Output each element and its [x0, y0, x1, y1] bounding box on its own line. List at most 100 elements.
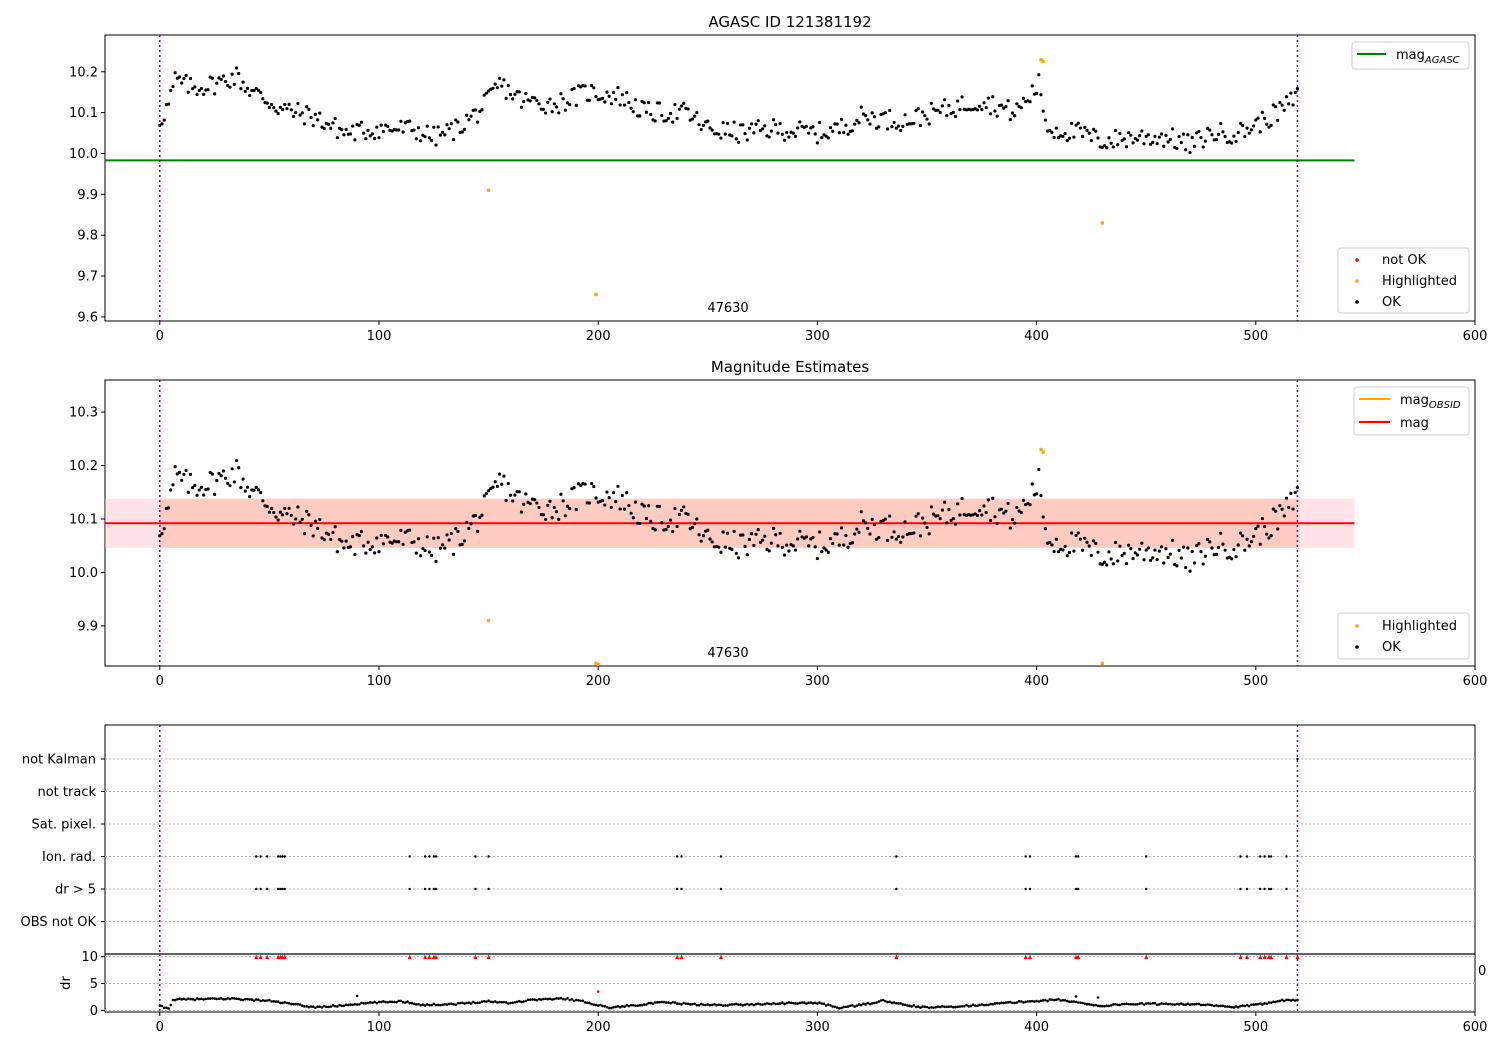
dr-point: [750, 1002, 753, 1006]
dr-point: [715, 1003, 718, 1007]
dr-point: [1173, 1003, 1176, 1006]
x-tick-label: 600: [1463, 674, 1488, 689]
flag-event-point: [675, 855, 679, 858]
dr-point: [596, 1004, 600, 1007]
dr-outlier-point: [355, 994, 359, 998]
dr-point: [1285, 998, 1288, 1002]
dr-point: [1057, 997, 1060, 1001]
dr-point: [1138, 1002, 1141, 1005]
ok-point: [362, 131, 366, 135]
ok-point: [445, 123, 449, 127]
ok-point: [274, 515, 278, 519]
ok-point: [1252, 534, 1256, 538]
ok-point: [682, 505, 686, 509]
dr-point: [741, 1004, 745, 1007]
ok-point: [401, 130, 405, 134]
ok-point: [180, 478, 184, 482]
ok-point: [883, 517, 887, 521]
dr-point: [1219, 1004, 1223, 1008]
dr-point: [1250, 1003, 1253, 1006]
ok-point: [430, 138, 434, 143]
ok-point: [362, 544, 366, 548]
ok-point: [947, 103, 951, 108]
dr-point: [1190, 1002, 1194, 1006]
dr-overflow-marker: [1238, 954, 1243, 960]
dr-point: [579, 999, 582, 1003]
ok-point: [857, 530, 861, 534]
dr-point: [1263, 1002, 1266, 1005]
flag-event-point: [259, 855, 262, 858]
ok-point: [296, 505, 300, 509]
dr-point: [662, 1000, 666, 1004]
ok-point: [1072, 549, 1076, 553]
ok-point: [223, 79, 228, 84]
ok-point: [1067, 136, 1072, 140]
ok-point: [1234, 139, 1238, 144]
y-tick-label: 0: [90, 1004, 98, 1019]
ok-point: [188, 472, 193, 477]
flag-event-point: [276, 887, 280, 891]
ok-point: [916, 107, 920, 111]
ok-point: [938, 517, 942, 521]
ok-point: [497, 76, 502, 80]
ok-point: [923, 521, 927, 525]
ok-point: [491, 485, 495, 489]
flag-event-point: [487, 855, 490, 858]
ok-point: [660, 113, 664, 118]
ok-point: [294, 110, 298, 115]
ok-point: [1146, 546, 1150, 550]
dr-point: [1241, 1004, 1244, 1007]
flag-event-point: [1263, 855, 1266, 858]
ok-point: [583, 482, 587, 486]
ok-point: [438, 133, 442, 137]
ok-point: [719, 550, 723, 554]
ok-point: [1010, 111, 1015, 115]
ok-point: [248, 93, 252, 98]
dr-point: [559, 996, 563, 1000]
dr-point: [919, 1006, 922, 1009]
dr-point: [298, 1003, 302, 1006]
dr-point: [364, 1001, 368, 1005]
ok-point: [1107, 550, 1111, 554]
ok-point: [353, 138, 357, 142]
dr-point: [827, 1003, 830, 1006]
ok-point: [927, 122, 931, 126]
ok-point: [1260, 517, 1264, 521]
dr-point: [1265, 1002, 1269, 1005]
dr-point: [537, 997, 541, 1001]
ok-point: [386, 124, 390, 129]
ok-point: [1179, 556, 1183, 560]
highlighted-point: [1100, 221, 1105, 225]
highlighted-point: [1041, 59, 1045, 64]
ok-point: [278, 510, 282, 514]
dr-point: [1204, 1003, 1207, 1007]
axes-frame: [104, 34, 1476, 322]
ok-point: [938, 110, 942, 114]
dr-point: [439, 1003, 442, 1007]
dr-point: [414, 1003, 418, 1006]
ok-point: [296, 101, 300, 106]
dr-point: [625, 1003, 628, 1007]
ok-point: [1131, 556, 1135, 561]
ok-point: [333, 525, 337, 529]
ok-point: [999, 103, 1004, 107]
ok-point: [723, 132, 727, 136]
ok-point: [199, 485, 204, 489]
y-tick-label: 10.1: [69, 512, 98, 527]
ok-point: [1065, 139, 1069, 143]
dr-point: [544, 997, 547, 1001]
dr-point: [688, 1003, 692, 1006]
ok-point: [195, 493, 199, 497]
ok-point: [302, 532, 307, 536]
dr-point: [1035, 999, 1038, 1003]
dr-point: [978, 1003, 981, 1007]
dr-point: [263, 999, 267, 1003]
dr-point: [1193, 1002, 1196, 1006]
dr-point: [656, 1001, 659, 1004]
ok-point: [936, 108, 940, 112]
ok-point: [261, 97, 265, 101]
ok-point: [949, 518, 953, 522]
dr-point: [973, 1004, 977, 1007]
dr-point: [1039, 999, 1043, 1003]
dr-point: [840, 1006, 843, 1010]
